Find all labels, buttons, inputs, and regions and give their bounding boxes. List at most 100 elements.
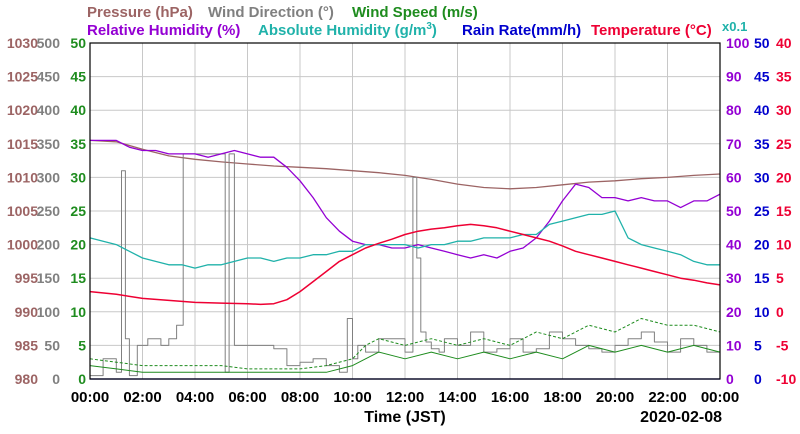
y-tick-label-temperature: 40 <box>776 35 792 51</box>
x-tick-label: 02:00 <box>123 389 161 406</box>
y-tick-label-rain-rate: 40 <box>754 102 770 118</box>
y-tick-label-rain-rate: 0 <box>754 371 762 387</box>
y-tick-label-pressure: 980 <box>15 371 39 387</box>
y-tick-label-rain-rate: 50 <box>754 35 770 51</box>
y-tick-label-pressure: 990 <box>15 304 39 320</box>
y-tick-label-temperature: -10 <box>776 371 796 387</box>
y-tick-label-wind-speed: 15 <box>70 270 86 286</box>
y-tick-label-relative-humidity: 0 <box>726 371 734 387</box>
y-tick-label-wind-direction: 200 <box>37 237 61 253</box>
y-tick-label-relative-humidity: 10 <box>726 337 742 353</box>
y-tick-label-wind-speed: 35 <box>70 136 86 152</box>
series-line-7 <box>89 223 721 306</box>
legend-wind-direction: Wind Direction (°) <box>208 4 334 21</box>
y-tick-label-wind-direction: 250 <box>37 203 61 219</box>
y-tick-label-temperature: 20 <box>776 169 792 185</box>
x-axis-label: Time (JST) <box>364 409 446 426</box>
y-tick-label-pressure: 995 <box>15 270 39 286</box>
y-tick-label-relative-humidity: 50 <box>726 203 742 219</box>
y-tick-label-temperature: 15 <box>776 203 792 219</box>
legend-absolute-humidity: Absolute Humidity (g/m3) <box>258 21 437 39</box>
x-axis-date: 2020-02-08 <box>640 409 722 426</box>
y-tick-label-rain-rate: 5 <box>754 337 762 353</box>
y-tick-label-wind-speed: 45 <box>70 69 86 85</box>
x-tick-label: 08:00 <box>281 389 319 406</box>
legend-rain-rate: Rain Rate(mm/h) <box>462 22 581 39</box>
x-tick-label: 00:00 <box>71 389 109 406</box>
y-tick-label-wind-speed: 25 <box>70 203 86 219</box>
y-tick-label-relative-humidity: 70 <box>726 136 742 152</box>
y-tick-label-pressure: 1020 <box>7 102 38 118</box>
y-tick-label-rain-rate: 15 <box>754 270 770 286</box>
y-tick-label-temperature: 30 <box>776 102 792 118</box>
x-tick-label: 18:00 <box>543 389 581 406</box>
y-tick-label-relative-humidity: 60 <box>726 169 742 185</box>
y-tick-label-wind-speed: 20 <box>70 237 86 253</box>
legend-relative-humidity: Relative Humidity (%) <box>87 22 240 39</box>
y-tick-label-wind-speed: 40 <box>70 102 86 118</box>
y-tick-label-rain-rate: 20 <box>754 237 770 253</box>
legend-wind-speed: Wind Speed (m/s) <box>352 4 478 21</box>
y-tick-label-pressure: 1005 <box>7 203 38 219</box>
legend-absolute-humidity-prefix: Absolute Humidity (g/m <box>258 22 426 39</box>
y-tick-label-wind-speed: 10 <box>70 304 86 320</box>
y-tick-label-temperature: 25 <box>776 136 792 152</box>
x-tick-label: 06:00 <box>228 389 266 406</box>
y-tick-label-relative-humidity: 30 <box>726 270 742 286</box>
y-tick-label-wind-speed: 50 <box>70 35 86 51</box>
series-line-3 <box>89 318 721 370</box>
x-tick-label: 20:00 <box>596 389 634 406</box>
x-tick-label: 12:00 <box>386 389 424 406</box>
x-tick-label: 22:00 <box>648 389 686 406</box>
y-tick-label-wind-speed: 0 <box>78 371 86 387</box>
y-tick-label-wind-speed: 5 <box>78 337 86 353</box>
y-tick-label-temperature: 5 <box>776 270 784 286</box>
legend: Pressure (hPa) Wind Direction (°) Wind S… <box>87 4 747 39</box>
y-tick-label-wind-direction: 100 <box>37 304 61 320</box>
y-tick-label-wind-direction: 350 <box>37 136 61 152</box>
y-tick-label-wind-direction: 500 <box>37 35 61 51</box>
x-tick-label: 10:00 <box>333 389 371 406</box>
y-tick-label-wind-direction: 0 <box>52 371 60 387</box>
y-tick-label-rain-rate: 25 <box>754 203 770 219</box>
y-tick-label-rain-rate: 35 <box>754 136 770 152</box>
series-line-2 <box>89 344 721 373</box>
y-tick-label-wind-direction: 400 <box>37 102 61 118</box>
y-tick-label-temperature: 10 <box>776 237 792 253</box>
legend-temperature: Temperature (°C) <box>591 22 712 39</box>
y-tick-label-pressure: 1000 <box>7 237 38 253</box>
y-tick-label-temperature: 0 <box>776 304 784 320</box>
y-tick-label-pressure: 985 <box>15 337 39 353</box>
legend-pressure: Pressure (hPa) <box>87 4 193 21</box>
grid <box>89 42 721 380</box>
y-tick-label-pressure: 1025 <box>7 69 38 85</box>
y-tick-label-pressure: 1010 <box>7 169 38 185</box>
y-tick-label-rain-rate: 45 <box>754 69 770 85</box>
axis-tick-labels: 00:00 02:00 04:00 06:00 08:00 10:00 12:00 14:00… <box>7 35 797 406</box>
y-tick-label-temperature: -5 <box>776 337 789 353</box>
legend-absolute-humidity-sup: 3 <box>426 21 432 32</box>
y-tick-label-relative-humidity: 80 <box>726 102 742 118</box>
x-tick-label: 14:00 <box>438 389 476 406</box>
plot-frame <box>89 42 721 380</box>
x-tick-label: 04:00 <box>176 389 214 406</box>
legend-absolute-humidity-suffix: ) <box>432 22 437 39</box>
y-tick-label-rain-rate: 10 <box>754 304 770 320</box>
x-tick-label: 16:00 <box>491 389 529 406</box>
y-tick-label-wind-direction: 150 <box>37 270 61 286</box>
y-tick-label-pressure: 1030 <box>7 35 38 51</box>
y-tick-label-relative-humidity: 20 <box>726 304 742 320</box>
y-tick-label-relative-humidity: 100 <box>726 35 750 51</box>
y-tick-label-temperature: 35 <box>776 69 792 85</box>
y-tick-label-wind-direction: 300 <box>37 169 61 185</box>
y-tick-label-wind-direction: 450 <box>37 69 61 85</box>
y-tick-label-wind-direction: 50 <box>44 337 60 353</box>
x-tick-label: 00:00 <box>701 389 739 406</box>
y-tick-label-relative-humidity: 40 <box>726 237 742 253</box>
y-tick-label-pressure: 1015 <box>7 136 38 152</box>
y-tick-label-rain-rate: 30 <box>754 169 770 185</box>
series-line-5 <box>89 210 720 269</box>
series-line-0 <box>89 139 721 190</box>
legend-scale-note: x0.1 <box>722 19 747 34</box>
